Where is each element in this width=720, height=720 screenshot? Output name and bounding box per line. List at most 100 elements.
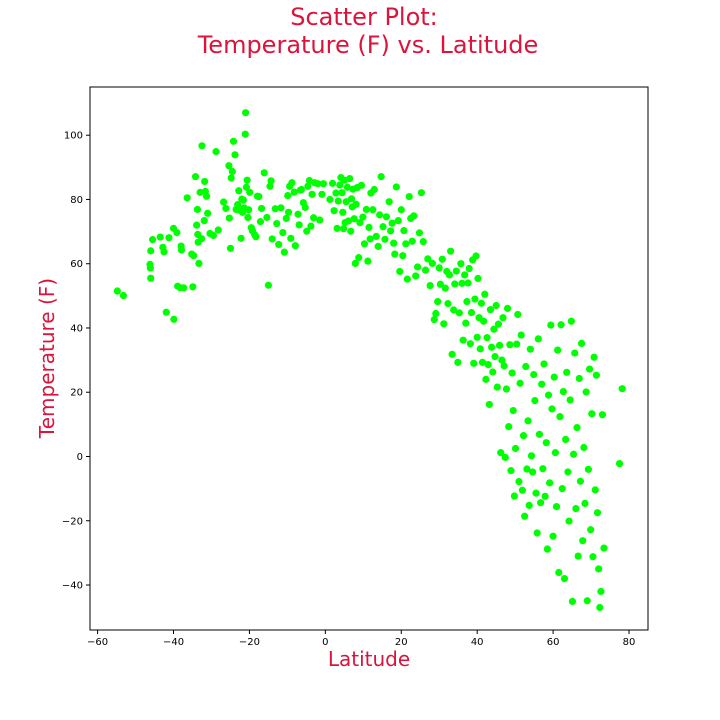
scatter-point (328, 179, 337, 187)
scatter-point (508, 369, 516, 377)
y-tick-label: 60 (70, 259, 83, 270)
scatter-point (149, 236, 157, 244)
scatter-point (494, 320, 503, 328)
x-tick-label: −60 (87, 637, 108, 648)
scatter-point (372, 232, 380, 241)
scatter-point (307, 222, 315, 230)
scatter-point (451, 280, 459, 288)
scatter-point (540, 360, 548, 368)
scatter-point (444, 299, 452, 308)
scatter-point (552, 503, 561, 511)
scatter-point (517, 331, 525, 339)
scatter-point (279, 228, 287, 237)
scatter-point (180, 284, 188, 292)
scatter-point (162, 308, 170, 316)
scatter-point (452, 267, 460, 275)
scatter-point (234, 200, 242, 209)
scatter-point (591, 486, 599, 494)
scatter-point (485, 400, 493, 409)
scatter-point (379, 223, 387, 231)
scatter-point (584, 465, 593, 473)
scatter-point (119, 291, 128, 300)
x-tick-label: 80 (623, 637, 636, 648)
scatter-point (441, 284, 449, 292)
scatter-point (388, 219, 396, 227)
scatter-point (464, 279, 472, 287)
scatter-point (549, 532, 557, 540)
y-tick-label: 20 (70, 388, 83, 399)
scatter-point (539, 465, 547, 473)
scatter-point (521, 512, 529, 520)
scatter-point (412, 272, 420, 280)
scatter-point (177, 246, 186, 254)
scatter-point (290, 188, 298, 196)
scatter-point (370, 185, 378, 194)
scatter-point (582, 388, 590, 396)
scatter-point (463, 298, 471, 306)
scatter-point (399, 252, 407, 260)
scatter-point (484, 361, 492, 369)
scatter-point (505, 423, 513, 431)
scatter-point (530, 370, 538, 379)
scatter-point (488, 343, 496, 351)
scatter-point (509, 406, 517, 415)
scatter-point (486, 306, 495, 314)
scatter-point (455, 309, 463, 317)
scatter-point (284, 208, 293, 216)
scatter-point (170, 315, 178, 323)
scatter-point (562, 435, 570, 444)
scatter-point (557, 321, 565, 329)
scatter-point (333, 224, 341, 232)
scatter-point (470, 359, 478, 367)
chart-title-line-2: Temperature (F) vs. Latitude (197, 31, 539, 59)
y-axis-label: Temperature (F) (35, 278, 59, 439)
scatter-point (500, 362, 508, 370)
scatter-point (271, 205, 279, 213)
y-tick-label: 100 (64, 131, 83, 142)
scatter-point (242, 183, 250, 191)
scatter-point (595, 565, 603, 573)
scatter-point (511, 444, 520, 453)
scatter-point (209, 231, 217, 240)
scatter-point (415, 229, 424, 237)
scatter-point (220, 198, 228, 206)
scatter-point (421, 266, 430, 274)
x-tick-label: 0 (322, 637, 328, 648)
scatter-point (596, 603, 604, 612)
scatter-point (193, 205, 202, 214)
scatter-point (113, 287, 121, 295)
scatter-point (336, 181, 344, 189)
scatter-point (309, 214, 318, 222)
scatter-point (559, 387, 567, 396)
scatter-point (499, 314, 507, 322)
scatter-point (382, 213, 391, 221)
x-axis-label: Latitude (328, 647, 410, 671)
scatter-point (461, 271, 469, 279)
scatter-point (225, 162, 233, 170)
scatter-point (518, 486, 526, 494)
scatter-point (387, 227, 395, 235)
scatter-point (357, 181, 366, 189)
scatter-point (190, 252, 198, 260)
x-tick-label: −40 (163, 637, 184, 648)
scatter-point (440, 320, 448, 328)
scatter-point (355, 254, 363, 262)
scatter-point (568, 597, 577, 606)
scatter-point (284, 192, 292, 200)
scatter-point (396, 267, 404, 276)
scatter-point (288, 179, 296, 187)
scatter-point (495, 341, 504, 349)
scatter-point (536, 499, 545, 507)
scatter-point (392, 183, 400, 191)
scatter-point (201, 177, 209, 186)
scatter-point (365, 223, 373, 232)
scatter-point (347, 195, 356, 203)
scatter-point (257, 204, 266, 213)
scatter-point (239, 196, 247, 204)
scatter-point (351, 259, 359, 267)
scatter-point (482, 375, 490, 383)
scatter-point (565, 517, 573, 525)
scatter-point (580, 443, 588, 452)
scatter-point (193, 221, 201, 229)
scatter-point (525, 501, 533, 509)
